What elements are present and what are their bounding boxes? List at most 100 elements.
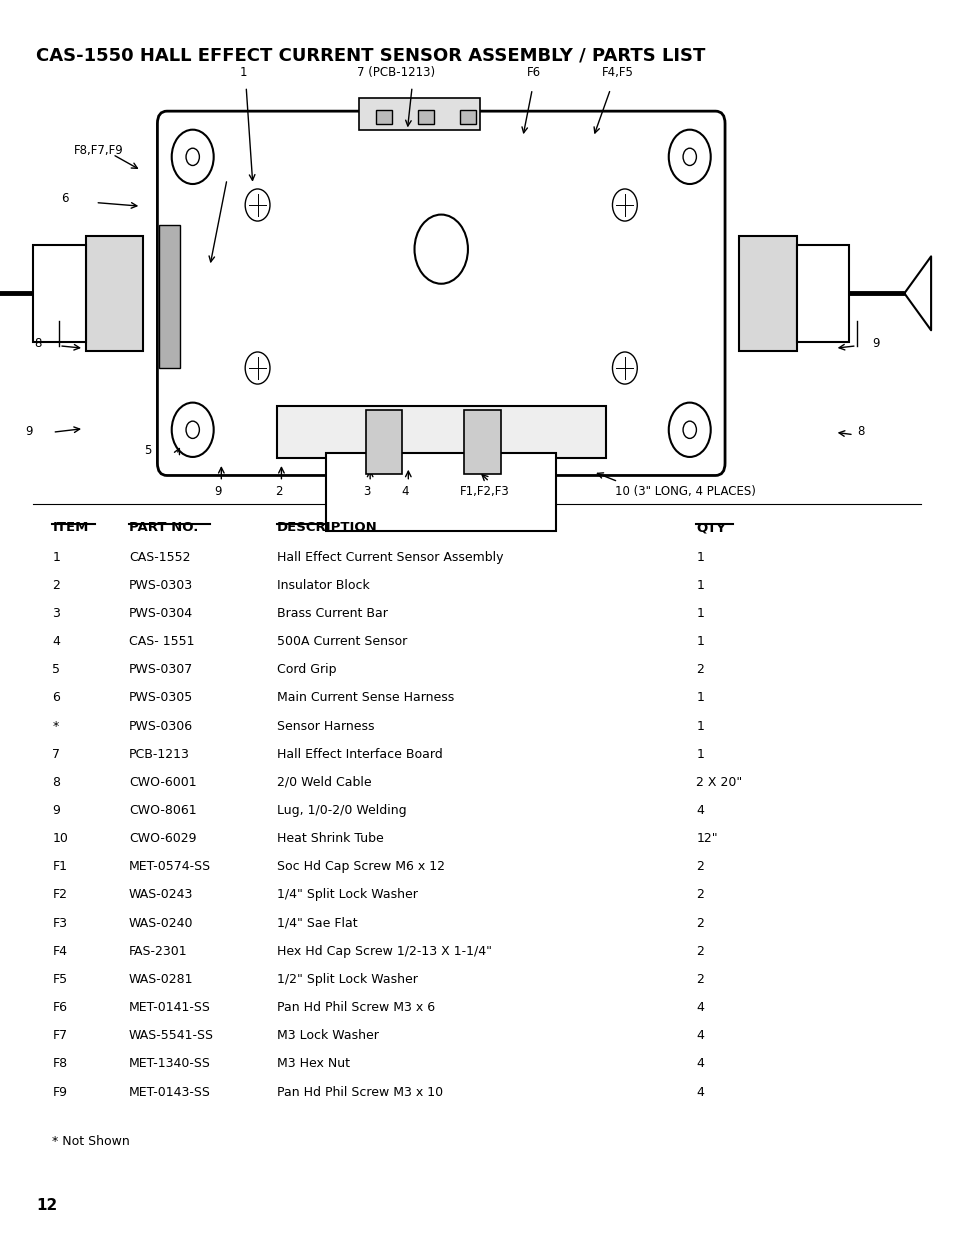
Text: 2: 2	[696, 973, 703, 986]
Circle shape	[172, 130, 213, 184]
Text: Pan Hd Phil Screw M3 x 10: Pan Hd Phil Screw M3 x 10	[276, 1086, 442, 1099]
Text: 3: 3	[52, 606, 60, 620]
Bar	[358, 98, 479, 130]
Text: 7 (PCB-1213): 7 (PCB-1213)	[356, 65, 435, 79]
Text: CAS-1550 HALL EFFECT CURRENT SENSOR ASSEMBLY / PARTS LIST: CAS-1550 HALL EFFECT CURRENT SENSOR ASSE…	[36, 47, 705, 65]
Bar	[276, 406, 605, 458]
Circle shape	[612, 189, 637, 221]
Text: PCB-1213: PCB-1213	[129, 747, 190, 761]
Polygon shape	[903, 257, 930, 330]
Text: 1: 1	[696, 551, 703, 563]
Text: QTY: QTY	[696, 521, 725, 535]
Text: PWS-0303: PWS-0303	[129, 579, 193, 592]
Bar	[459, 110, 476, 124]
Text: PWS-0305: PWS-0305	[129, 692, 193, 704]
Bar	[86, 236, 143, 351]
Text: 1: 1	[696, 606, 703, 620]
Text: MET-0141-SS: MET-0141-SS	[129, 1002, 211, 1014]
Text: Hall Effect Current Sensor Assembly: Hall Effect Current Sensor Assembly	[276, 551, 502, 563]
Circle shape	[172, 403, 213, 457]
Text: 2: 2	[696, 945, 703, 958]
Text: WAS-5541-SS: WAS-5541-SS	[129, 1029, 213, 1042]
Text: 4: 4	[696, 1002, 703, 1014]
Circle shape	[682, 148, 696, 165]
Text: 1/4" Sae Flat: 1/4" Sae Flat	[276, 916, 357, 930]
Text: 4: 4	[696, 804, 703, 818]
Text: 4: 4	[696, 1086, 703, 1099]
Text: 1/4" Split Lock Washer: 1/4" Split Lock Washer	[276, 888, 417, 902]
Circle shape	[682, 421, 696, 438]
Bar	[375, 110, 392, 124]
Text: 4: 4	[696, 1029, 703, 1042]
Text: 3: 3	[363, 485, 371, 499]
Text: PWS-0306: PWS-0306	[129, 720, 193, 732]
Text: 2 X 20": 2 X 20"	[696, 776, 741, 789]
Bar	[33, 245, 86, 342]
Text: 500A Current Sensor: 500A Current Sensor	[276, 635, 407, 648]
Text: MET-0574-SS: MET-0574-SS	[129, 861, 211, 873]
Text: CWO-6001: CWO-6001	[129, 776, 196, 789]
Text: 2: 2	[696, 663, 703, 677]
Text: Soc Hd Cap Screw M6 x 12: Soc Hd Cap Screw M6 x 12	[276, 861, 444, 873]
Text: PWS-0304: PWS-0304	[129, 606, 193, 620]
Text: M3 Lock Washer: M3 Lock Washer	[276, 1029, 378, 1042]
Circle shape	[186, 421, 199, 438]
Text: F9: F9	[52, 1086, 68, 1099]
Text: M3 Hex Nut: M3 Hex Nut	[276, 1057, 350, 1071]
Text: 12: 12	[36, 1198, 57, 1213]
Text: 1: 1	[696, 579, 703, 592]
Text: 10 (3" LONG, 4 PLACES): 10 (3" LONG, 4 PLACES)	[615, 485, 756, 499]
Text: 6: 6	[52, 692, 60, 704]
Text: 4: 4	[401, 485, 409, 499]
Text: 9: 9	[52, 804, 60, 818]
Text: Main Current Sense Harness: Main Current Sense Harness	[276, 692, 454, 704]
Text: 6: 6	[61, 193, 69, 205]
Text: WAS-0281: WAS-0281	[129, 973, 193, 986]
Circle shape	[414, 215, 467, 284]
Text: 1: 1	[239, 65, 247, 79]
Text: *: *	[52, 720, 59, 732]
Circle shape	[612, 352, 637, 384]
Text: CWO-8061: CWO-8061	[129, 804, 196, 818]
Text: F5: F5	[52, 973, 68, 986]
Text: 9: 9	[25, 425, 32, 437]
Bar	[326, 453, 556, 531]
Bar	[796, 245, 848, 342]
Text: 8: 8	[34, 337, 42, 350]
Text: 8: 8	[52, 776, 60, 789]
Text: F8,F7,F9: F8,F7,F9	[73, 144, 123, 157]
Text: WAS-0240: WAS-0240	[129, 916, 193, 930]
Text: Sensor Harness: Sensor Harness	[276, 720, 374, 732]
Text: 1: 1	[52, 551, 60, 563]
Text: 5: 5	[52, 663, 60, 677]
Text: F7: F7	[52, 1029, 68, 1042]
Bar	[464, 410, 500, 474]
Text: Hall Effect Interface Board: Hall Effect Interface Board	[276, 747, 442, 761]
Text: F1,F2,F3: F1,F2,F3	[459, 485, 509, 499]
Text: * Not Shown: * Not Shown	[52, 1135, 130, 1149]
Text: F6: F6	[52, 1002, 68, 1014]
FancyBboxPatch shape	[157, 111, 724, 475]
Text: WAS-0243: WAS-0243	[129, 888, 193, 902]
Bar	[417, 110, 434, 124]
Text: CAS- 1551: CAS- 1551	[129, 635, 194, 648]
Text: PART NO.: PART NO.	[129, 521, 198, 535]
Bar	[159, 226, 180, 368]
Text: F2: F2	[52, 888, 68, 902]
Text: 2: 2	[696, 888, 703, 902]
Text: CAS-1552: CAS-1552	[129, 551, 190, 563]
Bar	[365, 410, 401, 474]
Text: 9: 9	[871, 337, 879, 350]
Text: 7: 7	[52, 747, 60, 761]
Text: 2: 2	[696, 861, 703, 873]
Text: 2: 2	[274, 485, 282, 499]
Text: ITEM: ITEM	[52, 521, 89, 535]
Text: Pan Hd Phil Screw M3 x 6: Pan Hd Phil Screw M3 x 6	[276, 1002, 435, 1014]
Circle shape	[245, 189, 270, 221]
Text: CWO-6029: CWO-6029	[129, 832, 196, 845]
Text: Heat Shrink Tube: Heat Shrink Tube	[276, 832, 383, 845]
Text: F6: F6	[527, 65, 540, 79]
Text: 1: 1	[696, 720, 703, 732]
Text: 4: 4	[696, 1057, 703, 1071]
Text: 12": 12"	[696, 832, 718, 845]
